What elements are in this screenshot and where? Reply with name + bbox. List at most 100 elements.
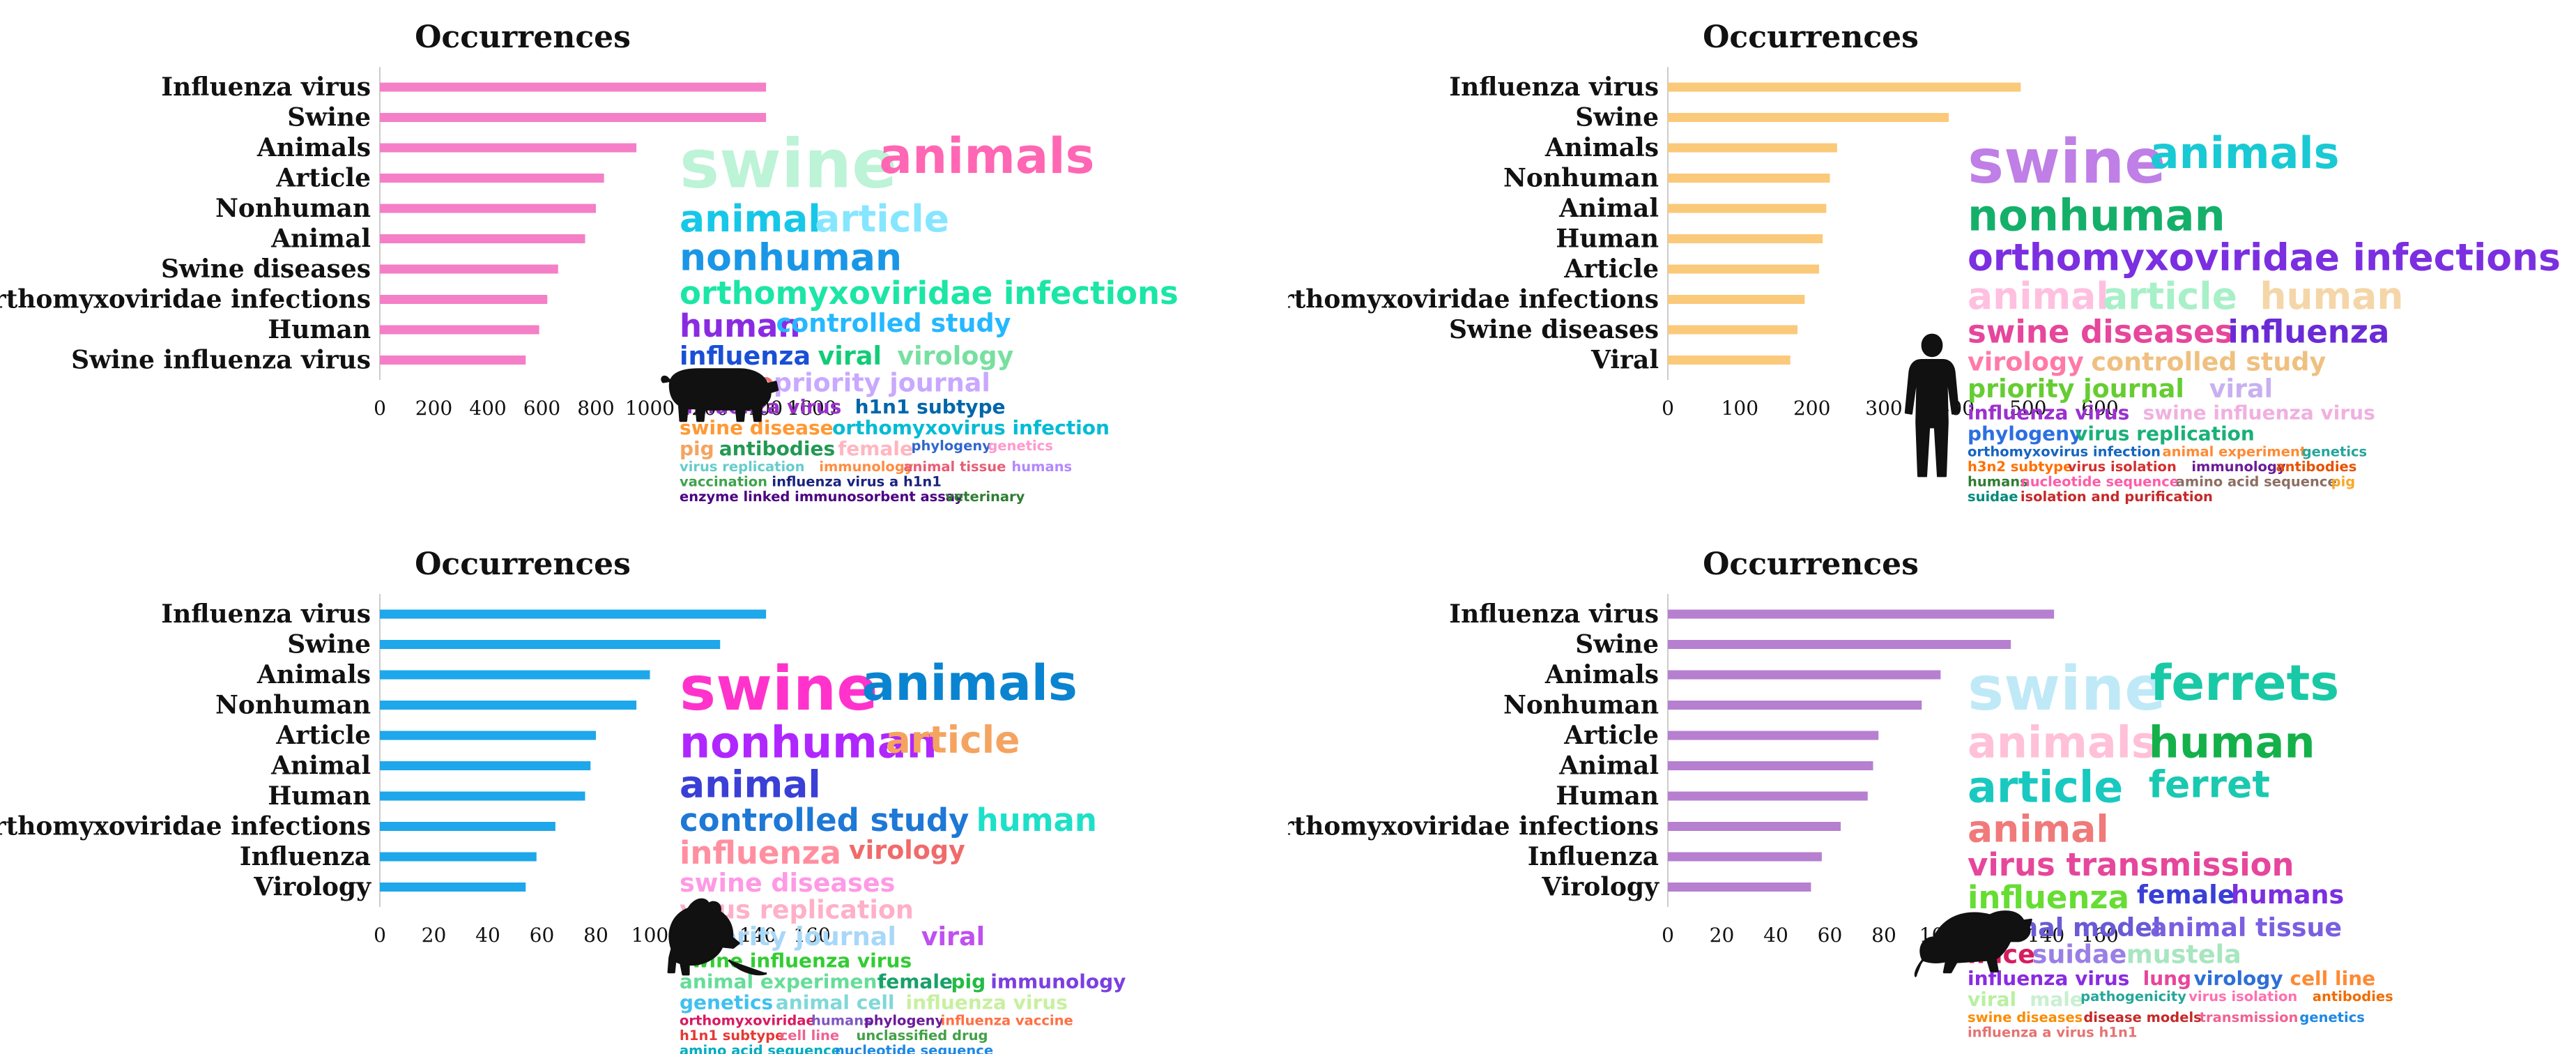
word-cloud-word: orthomyxoviridae infections bbox=[680, 275, 1179, 312]
word-cloud-word: human bbox=[2260, 274, 2403, 318]
x-tick-label: 140 bbox=[2027, 924, 2064, 947]
chart-title: Occurrences bbox=[415, 547, 631, 582]
word-cloud-word: influenza bbox=[2228, 313, 2389, 350]
ferret-icon bbox=[1914, 910, 2032, 978]
word-cloud-word: pig bbox=[2331, 473, 2356, 489]
x-tick-label: 20 bbox=[1710, 924, 1735, 947]
category-label: Orthomyxoviridae infections bbox=[0, 812, 371, 841]
category-label: Animals bbox=[256, 660, 371, 689]
category-label: Animals bbox=[1544, 660, 1659, 689]
bar bbox=[380, 295, 548, 304]
word-cloud-word: human bbox=[976, 802, 1097, 839]
word-cloud-word: swine bbox=[680, 653, 878, 724]
x-tick-label: 60 bbox=[1818, 924, 1843, 947]
bar bbox=[380, 82, 767, 92]
word-cloud-word: humans bbox=[2231, 880, 2344, 910]
word-cloud-word: influenza virus bbox=[906, 991, 1068, 1014]
word-cloud-word: animals bbox=[1968, 717, 2157, 767]
word-cloud-word: pathogenicity bbox=[2080, 988, 2186, 1005]
category-label: Swine bbox=[1575, 630, 1659, 659]
word-cloud-word: swine influenza virus bbox=[2143, 401, 2375, 424]
word-cloud-word: animal experiment bbox=[2162, 443, 2306, 459]
category-label: Nonhuman bbox=[215, 194, 371, 223]
word-cloud-word: swine bbox=[1968, 653, 2166, 724]
word-cloud-word: pig bbox=[680, 437, 714, 460]
word-cloud-word: swine diseases bbox=[1968, 1009, 2083, 1025]
category-label: Influenza virus bbox=[161, 72, 371, 102]
word-cloud-word: h1n1 subtype bbox=[680, 1028, 784, 1044]
x-tick-label: 0 bbox=[374, 924, 386, 947]
word-cloud-word: nucleotide sequence bbox=[2021, 473, 2179, 489]
bar bbox=[380, 174, 604, 183]
category-label: Human bbox=[1556, 224, 1659, 254]
category-label: Influenza bbox=[240, 842, 371, 871]
bar bbox=[1668, 883, 1811, 892]
x-tick-label: 80 bbox=[1871, 924, 1896, 947]
x-tick-label: 100 bbox=[1722, 397, 1758, 420]
word-cloud-word: orthomyxoviridae infections bbox=[1968, 235, 2561, 279]
bar bbox=[1668, 731, 1879, 740]
word-cloud-word: influenza vaccine bbox=[941, 1012, 1073, 1028]
x-tick-label: 500 bbox=[2009, 397, 2046, 420]
category-label: Swine bbox=[1575, 103, 1659, 132]
category-label: Swine bbox=[287, 630, 371, 659]
pig-icon-shape bbox=[661, 368, 779, 422]
word-cloud-word: genetics bbox=[2299, 1009, 2364, 1025]
word-cloud-word: female bbox=[2137, 880, 2235, 910]
word-cloud-word: virology bbox=[2194, 967, 2283, 990]
x-tick-label: 800 bbox=[577, 397, 614, 420]
word-cloud-word: priority journal bbox=[1968, 374, 2184, 404]
word-cloud-word: genetics bbox=[2302, 443, 2367, 459]
category-label: Animal bbox=[1558, 194, 1659, 223]
word-cloud-word: mustela bbox=[2126, 939, 2241, 969]
x-tick-label: 160 bbox=[793, 924, 830, 947]
category-label: Viral bbox=[1590, 346, 1659, 375]
x-tick-label: 0 bbox=[374, 397, 386, 420]
bar bbox=[380, 883, 526, 892]
category-label: Human bbox=[268, 315, 371, 344]
bar-chart-svg: Occurrences Influenza virusSwineAnimalsNo… bbox=[0, 547, 1126, 1054]
chart-panel-mouse: Occurrences Influenza virus Swine Animals No… bbox=[0, 527, 1288, 1054]
word-cloud-word: swine diseases bbox=[680, 868, 895, 898]
category-label: Influenza bbox=[1528, 842, 1659, 871]
word-cloud-word: virus transmission bbox=[1968, 846, 2294, 883]
word-cloud-word: antibodies bbox=[2276, 459, 2356, 475]
bar bbox=[380, 356, 526, 365]
word-cloud: swineanimalsanimalarticlenonhumanorthomy… bbox=[680, 125, 1179, 505]
category-label: Animal bbox=[270, 224, 371, 254]
word-cloud-word: animal tissue bbox=[2150, 912, 2342, 942]
word-cloud-word: antibodies bbox=[2313, 988, 2393, 1005]
word-cloud-word: viral bbox=[1968, 988, 2016, 1011]
bar bbox=[1668, 113, 1949, 122]
word-cloud-word: suidae bbox=[2032, 939, 2127, 969]
ferret-icon-shape bbox=[1914, 910, 2032, 978]
x-tick-label: 100 bbox=[631, 924, 668, 947]
bar bbox=[380, 113, 767, 122]
word-cloud-word: ferrets bbox=[2150, 655, 2340, 712]
word-cloud-word: h1n1 subtype bbox=[855, 395, 1006, 418]
x-tick-label: 0 bbox=[1662, 397, 1674, 420]
pig-icon bbox=[661, 368, 779, 422]
category-label: Human bbox=[268, 781, 371, 811]
chart-title: Occurrences bbox=[415, 20, 631, 55]
human-icon bbox=[1904, 333, 1960, 478]
word-cloud-word: cell line bbox=[780, 1028, 839, 1044]
chart-panel-pig: Occurrences Influenza virus Swine Animals Ar… bbox=[0, 0, 1288, 527]
bar bbox=[1668, 640, 2011, 649]
word-cloud-word: immunology bbox=[990, 970, 1126, 993]
x-tick-label: 200 bbox=[1793, 397, 1830, 420]
mouse-icon bbox=[667, 898, 767, 976]
category-label: Influenza virus bbox=[161, 599, 371, 629]
word-cloud-word: amino acid sequence bbox=[2176, 473, 2337, 489]
bar bbox=[1668, 264, 1819, 274]
word-cloud-word: human bbox=[680, 307, 800, 344]
x-tick-label: 40 bbox=[1763, 924, 1788, 947]
word-cloud-word: suidae bbox=[1968, 489, 2018, 505]
x-tick-label: 200 bbox=[415, 397, 452, 420]
word-cloud-word: veterinary bbox=[945, 489, 1025, 505]
word-cloud-word: influenza bbox=[1968, 879, 2129, 916]
word-cloud-word: animal bbox=[1968, 807, 2109, 850]
word-cloud-word: virus replication bbox=[680, 459, 804, 475]
x-tick-label: 600 bbox=[523, 397, 560, 420]
